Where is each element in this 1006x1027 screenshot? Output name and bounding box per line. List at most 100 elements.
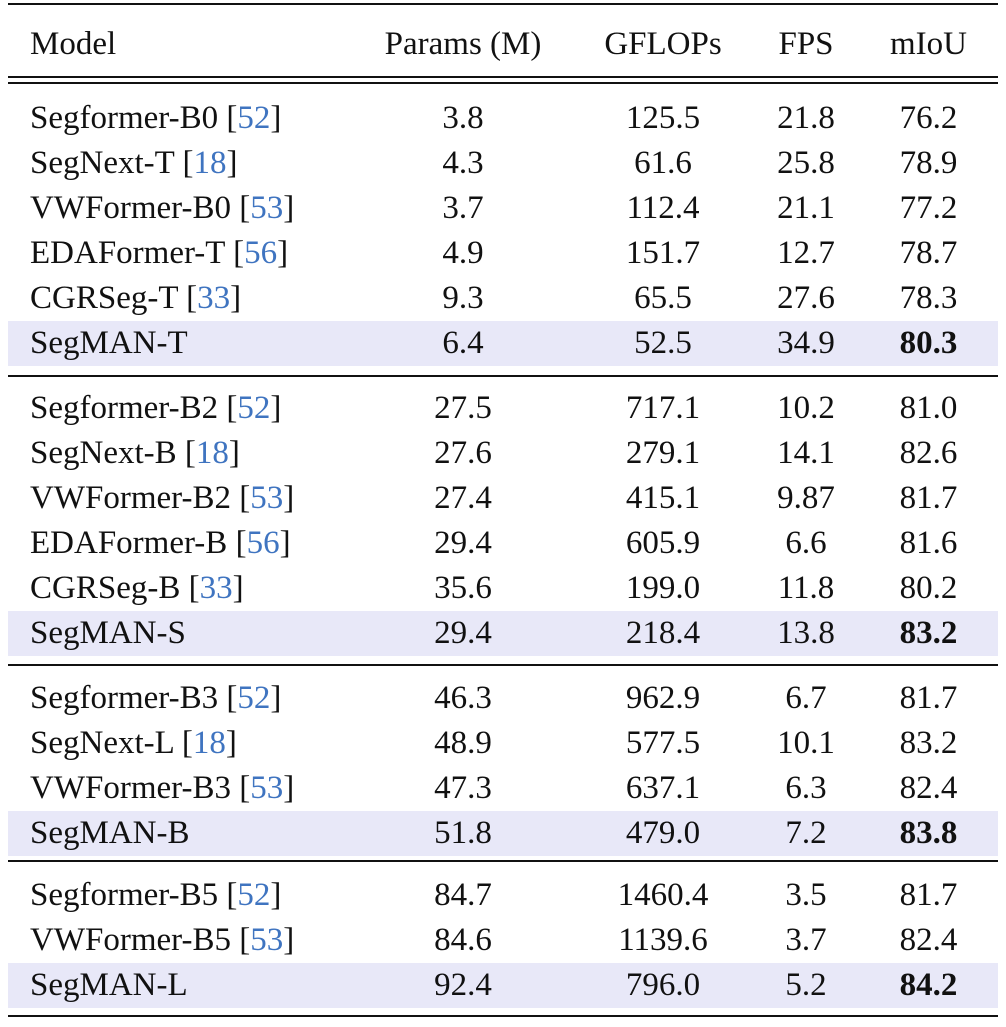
table-row: SegNext-B [18] 27.6 279.1 14.1 82.6	[8, 431, 998, 476]
model-name: VWFormer-B3	[30, 770, 231, 806]
model-name: EDAFormer-T	[30, 235, 225, 271]
model-cell: VWFormer-B0 [53]	[30, 190, 295, 226]
fps-cell: 7.2	[785, 815, 827, 851]
fps-cell: 14.1	[777, 435, 835, 471]
model-cell: SegNext-T [18]	[30, 145, 238, 181]
miou-cell: 78.3	[899, 280, 958, 316]
model-cell: SegNext-L [18]	[30, 725, 237, 761]
model-cell: VWFormer-B3 [53]	[30, 770, 295, 806]
top-rule	[8, 3, 998, 5]
gflops-cell: 717.1	[625, 390, 701, 426]
table-row: Segformer-B0 [52] 3.8 125.5 21.8 76.2	[8, 96, 998, 141]
gflops-cell: 125.5	[625, 100, 701, 136]
table-row: CGRSeg-B [33] 35.6 199.0 11.8 80.2	[8, 566, 998, 611]
citation-link[interactable]: 33	[199, 570, 233, 606]
params-cell: 3.8	[442, 100, 484, 136]
params-cell: 48.9	[434, 725, 492, 761]
gflops-cell: 52.5	[634, 325, 692, 361]
header-params: Params (M)	[384, 26, 542, 62]
fps-cell: 13.8	[777, 615, 835, 651]
miou-cell: 81.7	[899, 680, 958, 716]
model-name: CGRSeg-T	[30, 280, 178, 316]
fps-cell: 10.2	[777, 390, 835, 426]
model-name: SegNext-T	[30, 145, 175, 181]
highlight-row: SegMAN-B 51.8 479.0 7.2 83.8	[8, 811, 998, 856]
params-cell: 6.4	[442, 325, 484, 361]
fps-cell: 5.2	[785, 967, 827, 1003]
params-cell: 4.3	[442, 145, 484, 181]
params-cell: 51.8	[434, 815, 492, 851]
header-double-rule-top	[8, 76, 998, 78]
model-name: SegMAN-T	[30, 325, 188, 361]
miou-cell: 83.2	[899, 615, 958, 651]
header-fps: FPS	[778, 26, 834, 62]
gflops-cell: 112.4	[626, 190, 700, 226]
model-cell: VWFormer-B5 [53]	[30, 922, 295, 958]
model-name: VWFormer-B2	[30, 480, 231, 516]
fps-cell: 6.7	[785, 680, 827, 716]
params-cell: 46.3	[434, 680, 492, 716]
model-name: SegNext-B	[30, 435, 177, 471]
model-cell: SegMAN-T	[30, 321, 188, 366]
citation-link[interactable]: 53	[250, 190, 284, 226]
params-cell: 84.7	[434, 877, 492, 913]
params-cell: 29.4	[434, 525, 492, 561]
model-cell: VWFormer-B2 [53]	[30, 480, 295, 516]
gflops-cell: 1139.6	[618, 922, 708, 958]
miou-cell: 81.7	[899, 480, 958, 516]
params-cell: 35.6	[434, 570, 492, 606]
citation-link[interactable]: 53	[250, 770, 284, 806]
model-cell: CGRSeg-T [33]	[30, 280, 242, 316]
table-row: SegNext-L [18] 48.9 577.5 10.1 83.2	[8, 721, 998, 766]
miou-cell: 82.6	[899, 435, 958, 471]
miou-cell: 78.9	[899, 145, 958, 181]
model-cell: Segformer-B0 [52]	[30, 100, 282, 136]
miou-cell: 80.2	[899, 570, 958, 606]
model-name: SegNext-L	[30, 725, 174, 761]
model-name: Segformer-B0	[30, 100, 219, 136]
model-name: SegMAN-B	[30, 815, 190, 851]
gflops-cell: 605.9	[625, 525, 701, 561]
citation-link[interactable]: 56	[246, 525, 280, 561]
citation-link[interactable]: 52	[237, 877, 271, 913]
params-cell: 4.9	[442, 235, 484, 271]
miou-cell: 81.7	[899, 877, 958, 913]
citation-link[interactable]: 53	[250, 922, 284, 958]
params-cell: 92.4	[434, 967, 492, 1003]
fps-cell: 34.9	[777, 325, 835, 361]
citation-link[interactable]: 18	[193, 145, 227, 181]
fps-cell: 3.7	[785, 922, 827, 958]
fps-cell: 12.7	[777, 235, 835, 271]
citation-link[interactable]: 52	[237, 100, 271, 136]
model-cell: CGRSeg-B [33]	[30, 570, 244, 606]
citation-link[interactable]: 52	[237, 680, 271, 716]
miou-cell: 83.8	[899, 815, 958, 851]
citation-link[interactable]: 53	[250, 480, 284, 516]
model-cell: Segformer-B3 [52]	[30, 680, 282, 716]
fps-cell: 27.6	[777, 280, 835, 316]
citation-link[interactable]: 18	[195, 435, 229, 471]
citation-link[interactable]: 33	[197, 280, 231, 316]
citation-link[interactable]: 56	[244, 235, 278, 271]
model-name: Segformer-B3	[30, 680, 219, 716]
header-model: Model	[30, 26, 117, 62]
gflops-cell: 279.1	[625, 435, 701, 471]
table-row: SegNext-T [18] 4.3 61.6 25.8 78.9	[8, 141, 998, 186]
table-row: Segformer-B5 [52] 84.7 1460.4 3.5 81.7	[8, 873, 998, 918]
gflops-cell: 218.4	[625, 615, 701, 651]
params-cell: 29.4	[434, 615, 492, 651]
model-cell: SegMAN-L	[30, 963, 188, 1008]
params-cell: 84.6	[434, 922, 492, 958]
citation-link[interactable]: 18	[192, 725, 226, 761]
miou-cell: 82.4	[899, 770, 958, 806]
citation-link[interactable]: 52	[237, 390, 271, 426]
model-name: VWFormer-B5	[30, 922, 231, 958]
model-name: SegMAN-S	[30, 615, 186, 651]
model-cell: SegMAN-S	[30, 611, 186, 656]
fps-cell: 25.8	[777, 145, 835, 181]
params-cell: 27.6	[434, 435, 492, 471]
params-cell: 3.7	[442, 190, 484, 226]
model-cell: EDAFormer-B [56]	[30, 525, 291, 561]
miou-cell: 84.2	[899, 967, 958, 1003]
gflops-cell: 962.9	[625, 680, 701, 716]
